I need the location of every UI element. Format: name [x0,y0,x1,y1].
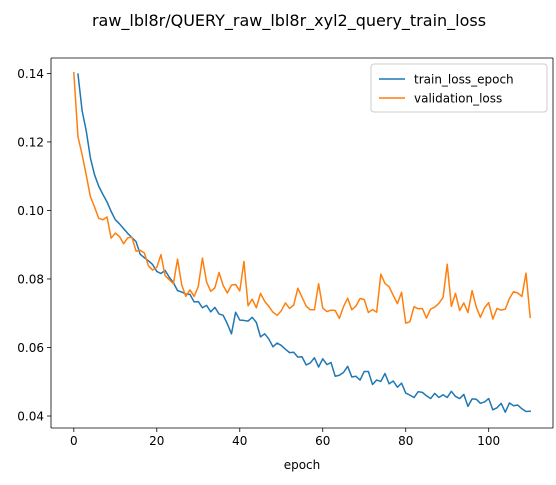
x-tick-label: 0 [70,434,78,448]
series-line-train-loss-epoch [77,73,531,413]
axes-layer: 0 20 40 60 80 100 0.04 0.06 0.08 0.10 0.12 0.14 [17,57,554,448]
y-tick-label: 0.12 [17,135,44,149]
legend: train_loss_epoch validation_loss [370,63,548,113]
y-tick-label: 0.08 [17,272,44,286]
legend-label-validation-loss: validation_loss [414,92,502,106]
legend-box [370,63,548,113]
chart-title: raw_lbl8r/QUERY_raw_lbl8r_xyl2_query_tra… [92,11,486,31]
legend-label-train-loss-epoch: train_loss_epoch [414,73,514,87]
x-tick-label: 20 [149,434,164,448]
series-line-validation-loss [73,71,531,324]
x-tick-label: 100 [477,434,500,448]
x-tick-label: 60 [315,434,330,448]
x-tick-label: 80 [398,434,413,448]
plot-area [51,58,553,428]
y-tick-label: 0.10 [17,204,44,218]
series-layer [73,71,531,413]
x-axis-label: epoch [284,458,321,472]
y-tick-label: 0.14 [17,67,44,81]
y-tick-label: 0.06 [17,341,44,355]
y-tick-label: 0.04 [17,410,44,424]
x-tick-label: 40 [232,434,247,448]
